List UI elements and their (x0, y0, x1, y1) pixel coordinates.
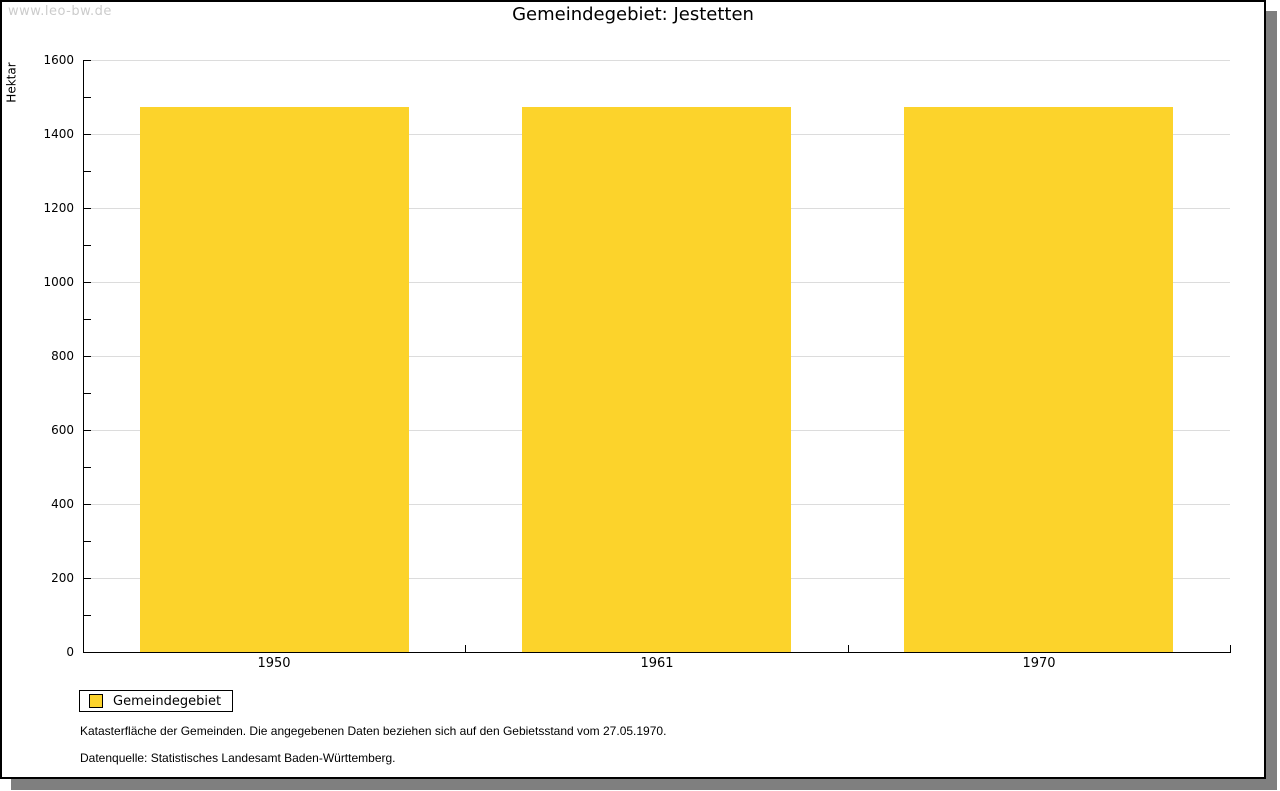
x-tick-label: 1961 (640, 656, 674, 671)
x-axis-tick (1230, 645, 1231, 652)
plot-area: 0 200 400 600 800 1000 1200 1400 1600 1950 1961 197… (2, 2, 1264, 777)
y-axis-tick (84, 356, 91, 357)
footnote-datenquelle: Datenquelle: Statistisches Landesamt Bad… (80, 751, 396, 765)
x-axis-tick (848, 645, 849, 652)
x-axis-tick (465, 645, 466, 652)
y-axis-tick (84, 430, 91, 431)
y-axis-tick (84, 578, 91, 579)
y-tick-label: 0 (66, 645, 74, 659)
y-tick-label: 200 (51, 571, 74, 585)
y-axis-tick (84, 541, 91, 542)
y-axis-tick (84, 467, 91, 468)
y-axis-tick (84, 134, 91, 135)
y-tick-label: 800 (51, 349, 74, 363)
y-tick-label: 600 (51, 423, 74, 437)
x-axis-line (83, 652, 1231, 653)
chart-frame: www.leo-bw.de Gemeindegebiet: Jestetten … (0, 0, 1266, 779)
x-tick-label: 1950 (257, 656, 291, 671)
y-axis-tick (84, 393, 91, 394)
y-axis-tick (84, 282, 91, 283)
y-tick-label: 1200 (43, 201, 74, 215)
gridline-y (84, 60, 1230, 61)
legend: Gemeindegebiet (79, 690, 234, 712)
bar-1961 (522, 107, 791, 652)
y-axis-tick (84, 245, 91, 246)
y-tick-label: 400 (51, 497, 74, 511)
y-axis-tick (84, 319, 91, 320)
legend-swatch (89, 694, 103, 708)
y-axis-tick (84, 208, 91, 209)
y-axis-tick (84, 615, 91, 616)
x-tick-label: 1970 (1022, 656, 1056, 671)
bar-1970 (904, 107, 1173, 652)
chart-title: Gemeindegebiet: Jestetten (512, 4, 754, 25)
watermark: www.leo-bw.de (8, 4, 112, 19)
y-tick-label: 1600 (43, 53, 74, 67)
y-axis-tick (84, 97, 91, 98)
legend-label: Gemeindegebiet (113, 693, 222, 709)
y-axis-tick (84, 171, 91, 172)
y-axis-tick (84, 60, 91, 61)
y-tick-label: 1000 (43, 275, 74, 289)
bar-1950 (140, 107, 409, 652)
y-axis-line (83, 60, 84, 653)
y-axis-tick (84, 504, 91, 505)
footnote-gebietsstand: Katasterfläche der Gemeinden. Die angege… (80, 724, 667, 738)
y-tick-label: 1400 (43, 127, 74, 141)
